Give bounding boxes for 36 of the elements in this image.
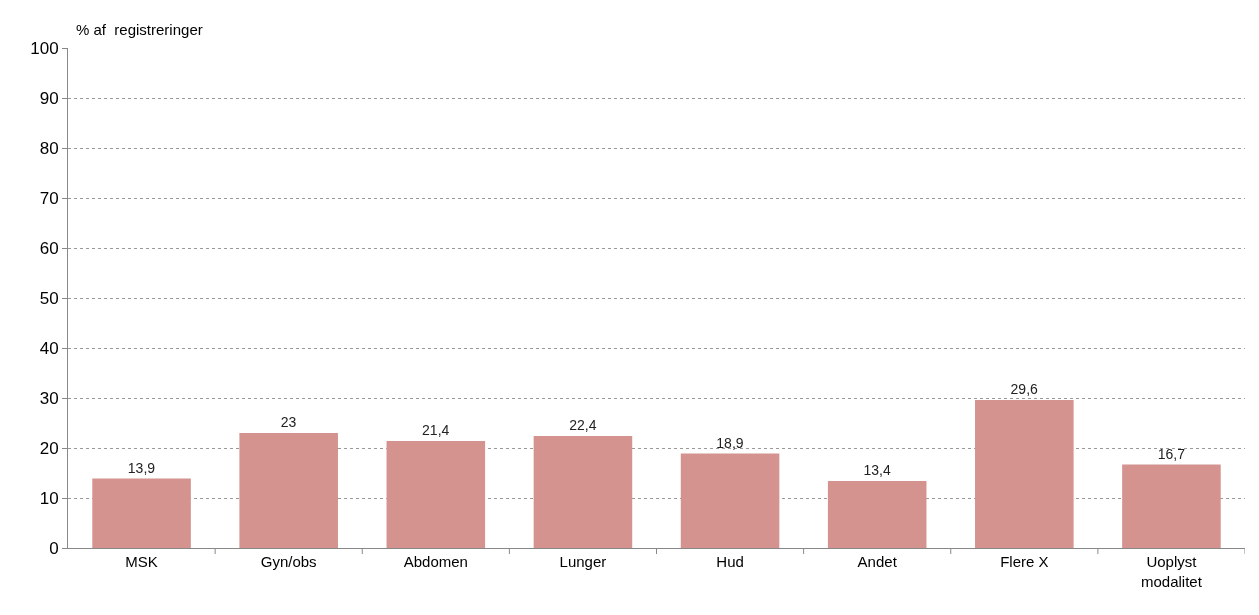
bar <box>680 453 780 548</box>
x-tick-label: Hud <box>716 553 744 570</box>
data-label: 29,6 <box>1010 381 1039 397</box>
x-tick-label: Abdomen <box>403 553 468 570</box>
data-label: 22,4 <box>569 417 597 433</box>
y-tick-label: 10 <box>39 488 59 508</box>
data-label: 23 <box>280 414 297 430</box>
y-tick-label: 60 <box>39 238 59 258</box>
x-tick-label: Flere X <box>1000 553 1049 570</box>
bar <box>827 481 927 548</box>
y-tick-label: 0 <box>49 538 59 558</box>
y-tick-label: 40 <box>39 338 59 358</box>
x-tick-label: Uoplyst modalitet <box>1141 553 1203 590</box>
bar <box>92 478 191 548</box>
y-tick-label: 50 <box>39 288 59 308</box>
x-tick-label: Lunger <box>559 553 607 570</box>
y-tick-label: 90 <box>39 88 59 108</box>
y-tick-label: 80 <box>39 138 59 158</box>
bar <box>1122 464 1221 548</box>
bar <box>386 441 486 548</box>
y-tick-label: 100 <box>30 38 59 58</box>
bar <box>975 400 1074 548</box>
data-label: 18,9 <box>716 434 744 451</box>
bar <box>533 436 633 548</box>
bar <box>239 433 338 548</box>
data-label: 13,9 <box>127 459 156 476</box>
data-label: 16,7 <box>1157 445 1186 462</box>
y-axis-title: % af registreringer <box>76 21 203 38</box>
x-tick-label: Gyn/obs <box>260 553 317 570</box>
y-tick-label: 70 <box>39 188 59 208</box>
y-tick-label: 30 <box>39 388 59 408</box>
data-label: 21,4 <box>422 422 450 438</box>
y-tick-label: 20 <box>39 438 59 458</box>
data-label: 13,4 <box>863 462 891 478</box>
x-tick-label: MSK <box>125 553 158 570</box>
x-tick-label: Andet <box>857 553 898 570</box>
